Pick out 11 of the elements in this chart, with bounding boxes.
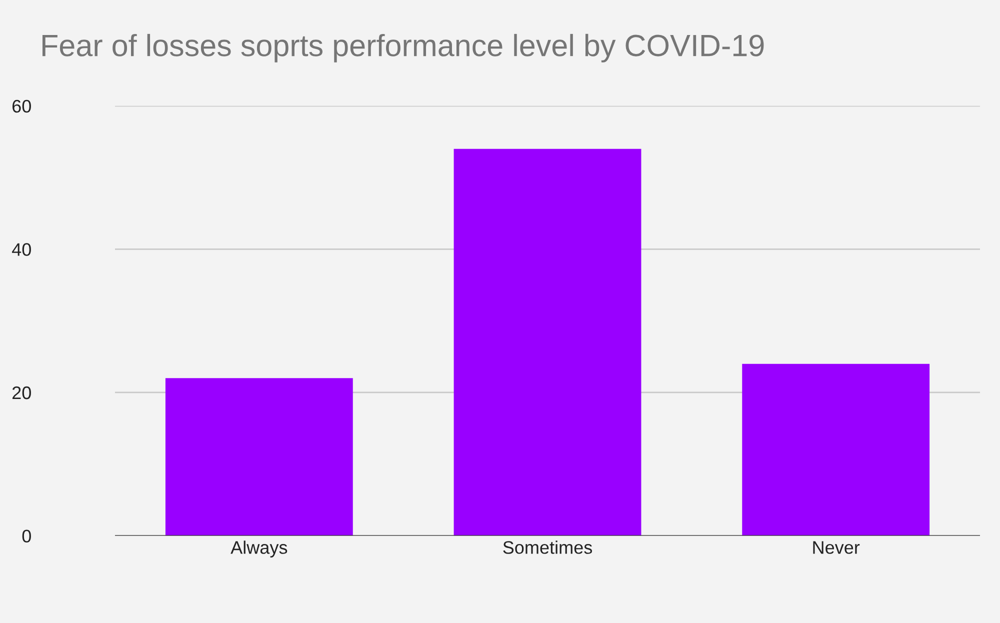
y-tick-label: 60 bbox=[12, 100, 31, 113]
bar bbox=[454, 148, 642, 536]
x-tick-label: Never bbox=[813, 541, 860, 554]
y-tick-label: 40 bbox=[12, 243, 31, 256]
bar bbox=[742, 364, 930, 536]
x-tick-label: Always bbox=[230, 540, 288, 558]
x-tick-label: Sometimes bbox=[503, 540, 592, 554]
y-tick-label: 0 bbox=[22, 530, 31, 542]
chart-title: Fear of losses soprts performance level by COVID-19 bbox=[42, 34, 764, 62]
y-tick-label: 20 bbox=[12, 386, 31, 400]
bar bbox=[165, 378, 353, 536]
